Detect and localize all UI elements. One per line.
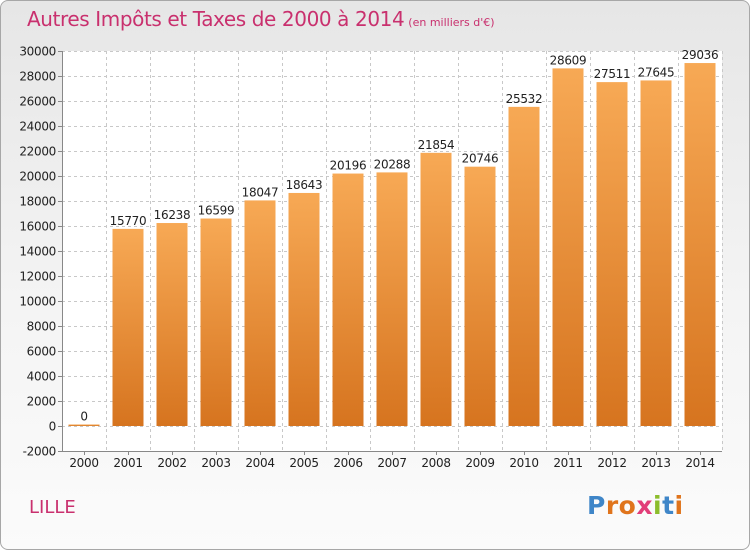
y-tick-label: 28000 — [19, 70, 56, 84]
bar-value-label: 18643 — [286, 178, 323, 192]
y-tick-label: 2000 — [27, 395, 56, 409]
y-tick-label: 6000 — [27, 345, 56, 359]
bar-value-label: 29036 — [682, 48, 719, 62]
y-tick-label: 0 — [49, 420, 56, 434]
chart-title-text: Autres Impôts et Taxes de 2000 à 2014 — [27, 7, 405, 31]
x-tick-label: 2001 — [113, 456, 142, 470]
logo-letter: r — [605, 491, 619, 520]
bar-value-label: 20746 — [462, 152, 499, 166]
y-tick-label: 12000 — [19, 270, 56, 284]
logo-letter: o — [618, 491, 637, 520]
bar — [552, 68, 584, 426]
bar — [596, 82, 628, 427]
bar — [332, 173, 364, 426]
bar-value-label: 18047 — [242, 185, 279, 199]
bar — [684, 63, 716, 427]
bar-value-label: 21854 — [418, 138, 455, 152]
bar — [640, 80, 672, 426]
y-tick-label: 22000 — [19, 145, 56, 159]
bar-value-label: 28609 — [550, 53, 587, 67]
bar-value-label: 16599 — [198, 204, 235, 218]
y-tick-label: 26000 — [19, 95, 56, 109]
bar-value-label: 27645 — [638, 65, 675, 79]
logo-letter: t — [662, 491, 675, 520]
x-tick-label: 2013 — [641, 456, 670, 470]
x-tick-label: 2007 — [377, 456, 406, 470]
y-tick-label: 24000 — [19, 120, 56, 134]
x-tick-label: 2010 — [509, 456, 538, 470]
bar-value-label: 16238 — [154, 208, 191, 222]
y-tick-label: 10000 — [19, 295, 56, 309]
bar — [112, 228, 144, 426]
bar — [244, 200, 276, 426]
x-tick-label: 2000 — [69, 456, 98, 470]
bar — [464, 166, 496, 427]
bar — [156, 223, 188, 426]
x-tick-label: 2006 — [333, 456, 362, 470]
x-tick-label: 2004 — [245, 456, 274, 470]
y-tick-label: 20000 — [19, 170, 56, 184]
bar-value-label: 27511 — [594, 67, 631, 81]
x-tick-label: 2012 — [597, 456, 626, 470]
bar-value-label: 0 — [80, 410, 87, 424]
bar — [376, 172, 408, 426]
bar-value-label: 20288 — [374, 157, 411, 171]
y-tick-label: 16000 — [19, 220, 56, 234]
x-tick-label: 2002 — [157, 456, 186, 470]
y-tick-label: -2000 — [23, 445, 56, 459]
logo-letter: i — [674, 491, 684, 520]
x-tick-label: 2009 — [465, 456, 494, 470]
logo-letter: i — [653, 491, 663, 520]
y-tick-label: 8000 — [27, 320, 56, 334]
x-tick-label: 2005 — [289, 456, 318, 470]
y-tick-label: 30000 — [19, 45, 56, 59]
logo-letter: x — [636, 491, 653, 520]
bar-value-label: 15770 — [110, 214, 147, 228]
bar — [288, 192, 320, 426]
x-tick-label: 2003 — [201, 456, 230, 470]
bar — [68, 424, 100, 426]
proxiti-logo: Proxiti — [587, 491, 684, 520]
x-tick-label: 2008 — [421, 456, 450, 470]
chart-title: Autres Impôts et Taxes de 2000 à 2014 (en… — [27, 7, 495, 31]
logo-letter: P — [587, 491, 606, 520]
bar — [508, 106, 540, 426]
y-tick-label: 14000 — [19, 245, 56, 259]
y-tick-label: 18000 — [19, 195, 56, 209]
city-label: LILLE — [29, 497, 76, 518]
bar-value-label: 25532 — [506, 92, 543, 106]
bar-value-label: 20196 — [330, 159, 367, 173]
chart-unit-label: (en milliers d'€) — [408, 16, 495, 29]
bar — [200, 218, 232, 426]
x-tick-label: 2011 — [553, 456, 582, 470]
y-tick-label: 4000 — [27, 370, 56, 384]
bar — [420, 152, 452, 426]
x-tick-label: 2014 — [685, 456, 714, 470]
